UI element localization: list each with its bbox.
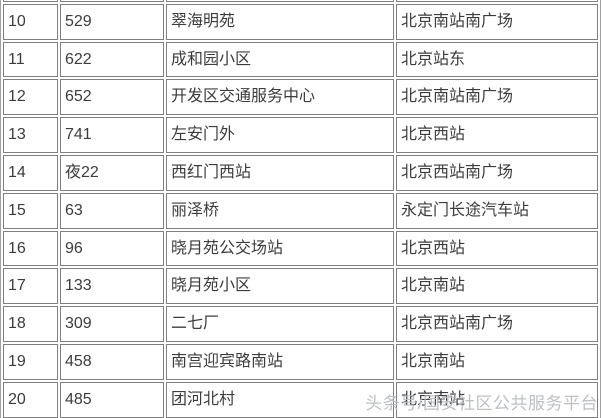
cell-destination: 北京南站南广场 — [396, 3, 598, 40]
cell-destination: 北京南站 — [396, 381, 598, 418]
table-row: 14 夜22 西红门西站 北京西站南广场 — [3, 154, 598, 191]
cell-index: 15 — [3, 192, 58, 229]
cell-station: 二七厂 — [166, 306, 394, 342]
cell-station: 丽泽桥 — [166, 192, 394, 229]
cell-destination: 北京西站南广场 — [396, 306, 598, 342]
cell-station: 团河北村 — [166, 381, 394, 418]
table-row-clipped — [3, 0, 598, 2]
table-row: 19 458 南宫迎宾路南站 北京南站 — [3, 343, 598, 380]
cell-line: 485 — [60, 381, 164, 418]
cell-empty — [166, 0, 394, 2]
cell-station: 左安门外 — [166, 117, 394, 153]
cell-destination: 永定门长途汽车站 — [396, 192, 598, 229]
cell-line: 652 — [60, 79, 164, 116]
cell-station: 开发区交通服务中心 — [166, 79, 394, 116]
table-row: 12 652 开发区交通服务中心 北京南站南广场 — [3, 79, 598, 116]
table-body: 10 529 翠海明苑 北京南站南广场 11 622 成和园小区 北京站东 12 652 开发区交通… — [3, 0, 598, 418]
cell-destination: 北京西站 — [396, 117, 598, 153]
cell-line: 63 — [60, 192, 164, 229]
cell-empty — [60, 0, 164, 2]
cell-line: 夜22 — [60, 154, 164, 191]
cell-line: 622 — [60, 41, 164, 78]
cell-line: 309 — [60, 306, 164, 342]
cell-destination: 北京站东 — [396, 41, 598, 78]
cell-line: 458 — [60, 343, 164, 380]
cell-destination: 北京南站 — [396, 343, 598, 380]
cell-destination: 北京南站南广场 — [396, 79, 598, 116]
cell-line: 529 — [60, 3, 164, 40]
cell-station: 成和园小区 — [166, 41, 394, 78]
table-row: 15 63 丽泽桥 永定门长途汽车站 — [3, 192, 598, 229]
table-row: 11 622 成和园小区 北京站东 — [3, 41, 598, 78]
cell-index: 13 — [3, 117, 58, 153]
table-row: 16 96 晓月苑公交场站 北京西站 — [3, 230, 598, 267]
cell-index: 18 — [3, 306, 58, 342]
cell-index: 10 — [3, 3, 58, 40]
cell-station: 晓月苑小区 — [166, 268, 394, 305]
cell-index: 17 — [3, 268, 58, 305]
table-row: 18 309 二七厂 北京西站南广场 — [3, 306, 598, 342]
table-row: 20 485 团河北村 北京南站 — [3, 381, 598, 418]
cell-station: 西红门西站 — [166, 154, 394, 191]
cell-index: 20 — [3, 381, 58, 418]
table-row: 10 529 翠海明苑 北京南站南广场 — [3, 3, 598, 40]
cell-line: 741 — [60, 117, 164, 153]
cell-empty — [396, 0, 598, 2]
cell-index: 14 — [3, 154, 58, 191]
table-row: 13 741 左安门外 北京西站 — [3, 117, 598, 153]
cell-station: 南宫迎宾路南站 — [166, 343, 394, 380]
cell-index: 19 — [3, 343, 58, 380]
cell-index: 16 — [3, 230, 58, 267]
table-row: 17 133 晓月苑小区 北京南站 — [3, 268, 598, 305]
cell-destination: 北京西站南广场 — [396, 154, 598, 191]
cell-index: 11 — [3, 41, 58, 78]
cell-empty — [3, 0, 58, 2]
cell-line: 96 — [60, 230, 164, 267]
cell-destination: 北京西站 — [396, 230, 598, 267]
cell-station: 晓月苑公交场站 — [166, 230, 394, 267]
cell-station: 翠海明苑 — [166, 3, 394, 40]
cell-line: 133 — [60, 268, 164, 305]
cell-index: 12 — [3, 79, 58, 116]
cell-destination: 北京南站 — [396, 268, 598, 305]
